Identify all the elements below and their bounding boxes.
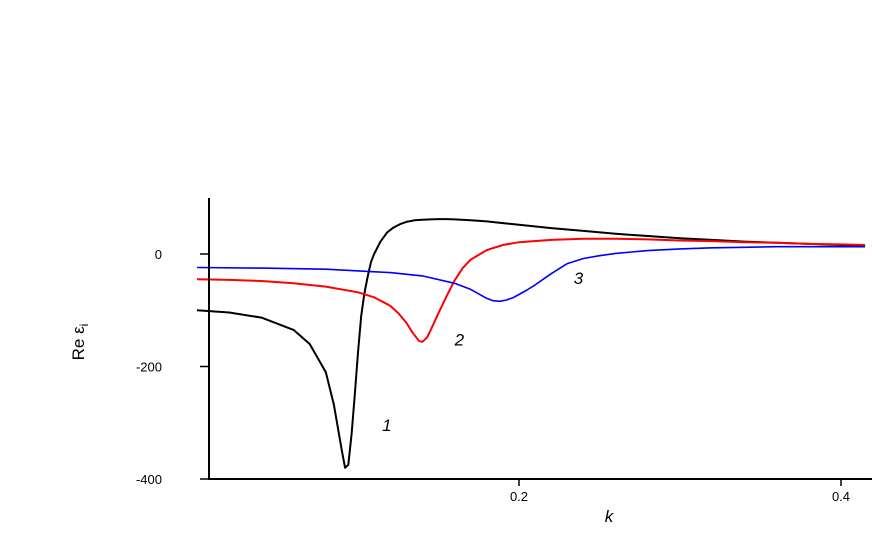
curve-label-2: 2 — [454, 331, 465, 350]
y-tick-label: -400 — [136, 472, 162, 487]
x-axis-label: k — [605, 507, 615, 526]
curve-label-1: 1 — [382, 416, 391, 435]
series-line-3 — [196, 245, 866, 303]
y-axis-label: Re εi — [69, 324, 91, 361]
curve-annotations: 1 2 3 — [382, 269, 584, 435]
curves-layer — [196, 218, 866, 469]
y-axis-label-subscript: i — [77, 324, 91, 327]
y-tick-label: 0 — [155, 247, 162, 262]
y-tick-label: -200 — [136, 360, 162, 375]
y-axis-label-text: Re εi — [69, 324, 91, 361]
x-ticks: 0.2 0.4 — [510, 479, 850, 504]
x-tick-label: 0.4 — [832, 489, 850, 504]
y-axis-label-main: Re ε — [69, 326, 88, 360]
series-line-2 — [196, 237, 866, 343]
curve-label-3: 3 — [574, 269, 584, 288]
y-ticks: 0 -200 -400 — [136, 247, 209, 487]
x-tick-label: 0.2 — [510, 489, 528, 504]
series-line-1 — [196, 218, 866, 469]
